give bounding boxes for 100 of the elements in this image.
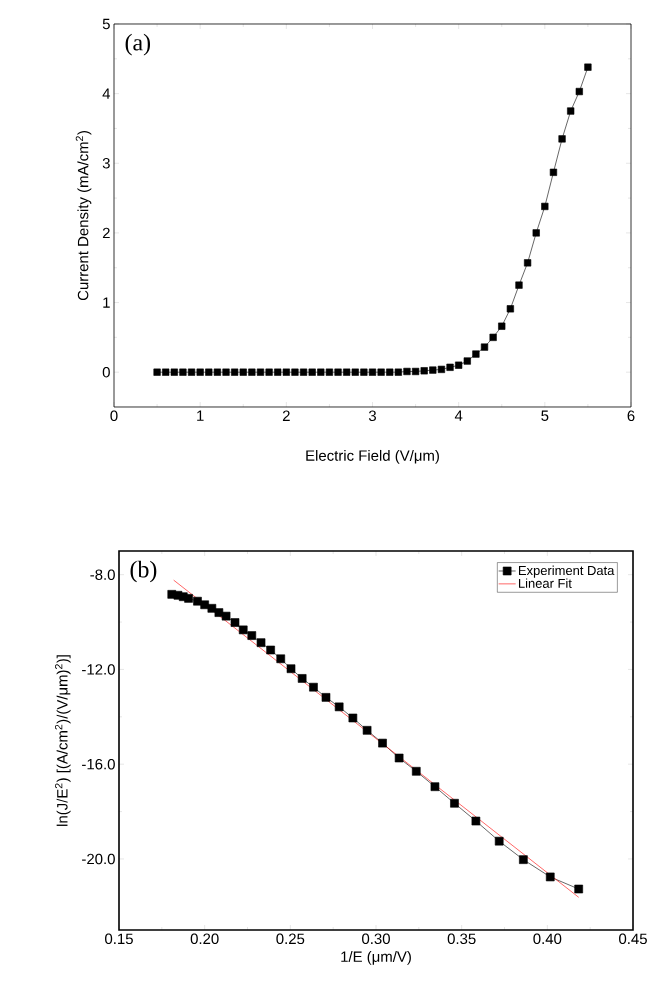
point bbox=[386, 368, 394, 376]
x-tick-label: 1 bbox=[197, 410, 204, 421]
point bbox=[308, 368, 316, 376]
y-tick-label: -8.0 bbox=[90, 569, 115, 580]
point bbox=[411, 367, 420, 376]
point bbox=[239, 368, 247, 376]
point bbox=[455, 361, 463, 369]
point bbox=[498, 322, 506, 330]
x-tick-label: 4 bbox=[454, 410, 463, 421]
point bbox=[348, 713, 358, 723]
point bbox=[230, 618, 240, 627]
point bbox=[429, 366, 437, 374]
point bbox=[196, 368, 204, 376]
x-tick-label: 0.40 bbox=[533, 933, 562, 945]
point bbox=[193, 596, 202, 606]
point bbox=[334, 702, 344, 712]
point bbox=[368, 368, 377, 376]
point bbox=[256, 638, 266, 647]
legend-label: Experiment Data bbox=[519, 565, 615, 578]
x-tick-label: 6 bbox=[627, 410, 635, 422]
x-tick-label: 0.20 bbox=[190, 933, 219, 945]
point bbox=[437, 365, 446, 373]
y-axis-title: ln(J/E$^{2}$) [(A/cm$^{2}$)/(V/μm)$^{2}$)] bbox=[54, 655, 71, 826]
x-tick-label: 0.35 bbox=[447, 933, 476, 945]
y-tick-label: 1 bbox=[103, 297, 110, 308]
y-tick-label: 4 bbox=[102, 88, 111, 99]
point bbox=[187, 368, 196, 376]
point bbox=[221, 611, 231, 621]
point bbox=[463, 357, 471, 365]
point bbox=[489, 333, 497, 341]
point bbox=[266, 645, 275, 655]
point bbox=[170, 368, 178, 376]
point bbox=[558, 135, 566, 143]
point bbox=[450, 798, 459, 808]
annotation: (b) bbox=[130, 560, 157, 583]
point bbox=[394, 368, 402, 376]
point bbox=[524, 259, 532, 267]
point bbox=[265, 368, 273, 376]
point bbox=[309, 682, 318, 692]
x-tick-label: 5 bbox=[541, 410, 549, 421]
point bbox=[205, 368, 213, 376]
point bbox=[179, 368, 187, 376]
point bbox=[214, 608, 224, 617]
point bbox=[299, 368, 308, 376]
point bbox=[403, 367, 411, 376]
point bbox=[282, 368, 290, 376]
point bbox=[430, 782, 440, 791]
point bbox=[248, 368, 256, 376]
point bbox=[238, 625, 248, 635]
point bbox=[362, 726, 372, 735]
point bbox=[153, 368, 161, 376]
point bbox=[321, 693, 331, 702]
point bbox=[274, 368, 282, 376]
point bbox=[317, 368, 325, 376]
point bbox=[256, 368, 265, 376]
point bbox=[231, 368, 239, 376]
point bbox=[506, 305, 514, 313]
x-tick-label: 3 bbox=[368, 410, 376, 422]
x-axis-title: 1/E (μm/V) bbox=[341, 950, 411, 965]
point bbox=[286, 664, 296, 674]
point bbox=[360, 368, 368, 376]
point bbox=[575, 87, 583, 96]
x-tick-label: 0.30 bbox=[362, 933, 390, 945]
point bbox=[515, 281, 523, 289]
y-tick-label: -12.0 bbox=[82, 664, 115, 675]
point bbox=[420, 367, 428, 375]
point bbox=[377, 368, 385, 376]
point bbox=[291, 368, 299, 376]
x-tick-label: 0.15 bbox=[105, 933, 133, 945]
x-axis-title: Electric Field (V/μm) bbox=[306, 449, 439, 464]
point bbox=[247, 631, 257, 640]
point bbox=[480, 343, 489, 351]
point bbox=[297, 674, 307, 683]
point bbox=[394, 753, 404, 763]
x-tick-label: 0.45 bbox=[619, 933, 647, 945]
point bbox=[519, 855, 528, 864]
x-tick-label: 0.25 bbox=[276, 933, 305, 945]
legend-label: Linear Fit bbox=[519, 578, 572, 588]
x-tick-label: 2 bbox=[282, 410, 290, 421]
point bbox=[532, 229, 540, 237]
annotation: (a) bbox=[125, 33, 151, 56]
point bbox=[471, 816, 481, 826]
point bbox=[343, 368, 351, 376]
point bbox=[584, 63, 592, 71]
point bbox=[351, 368, 359, 376]
point bbox=[378, 738, 387, 748]
point bbox=[446, 363, 454, 371]
point bbox=[549, 168, 558, 176]
point bbox=[545, 872, 555, 882]
point bbox=[222, 368, 230, 376]
y-tick-label: -20.0 bbox=[82, 853, 115, 865]
point bbox=[567, 107, 575, 115]
point bbox=[574, 884, 583, 894]
point bbox=[472, 350, 480, 358]
y-tick-label: 2 bbox=[102, 227, 110, 239]
point bbox=[184, 594, 193, 603]
point bbox=[213, 368, 221, 376]
point bbox=[334, 368, 342, 376]
point bbox=[494, 836, 504, 846]
y-tick-label: -16.0 bbox=[82, 758, 115, 770]
